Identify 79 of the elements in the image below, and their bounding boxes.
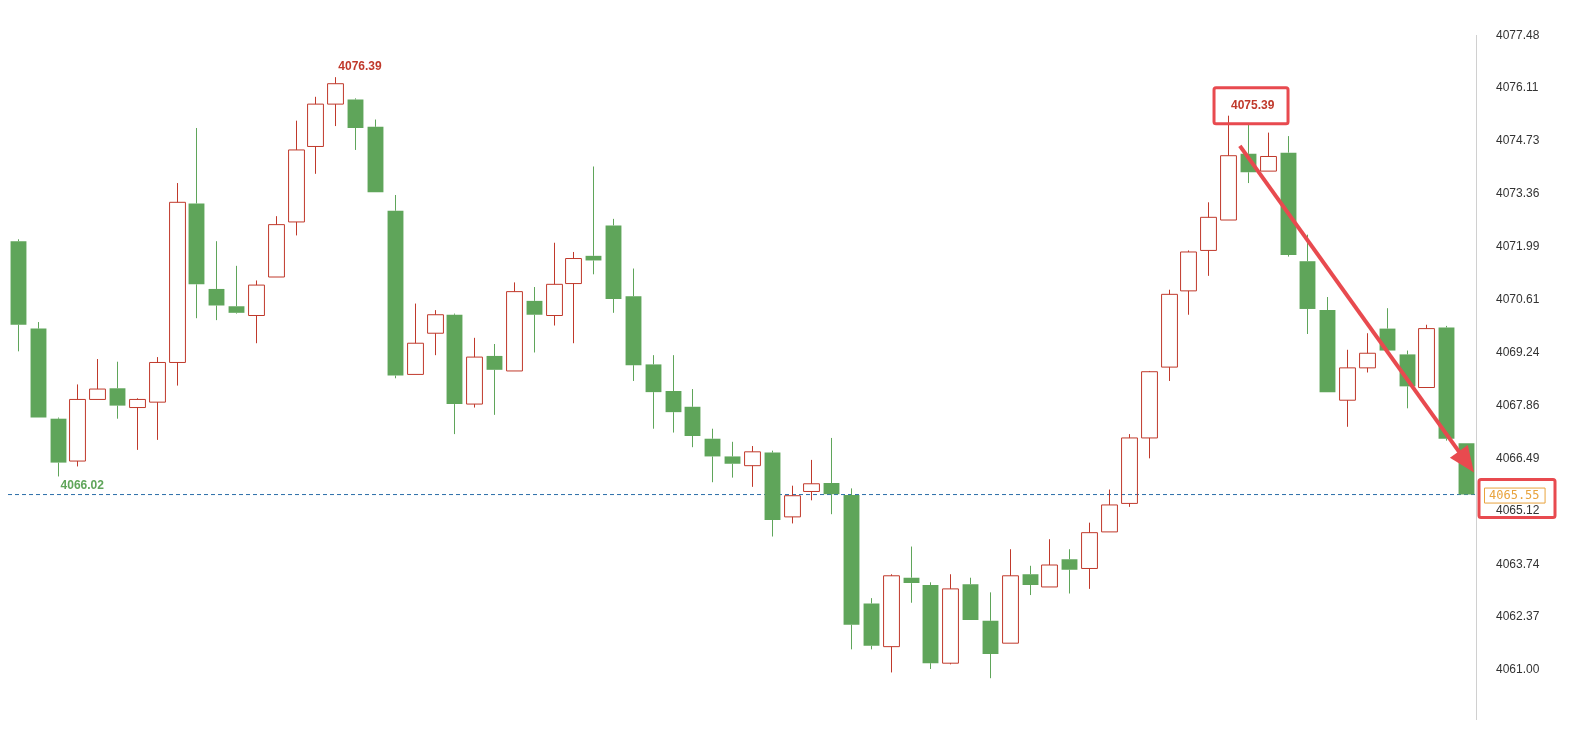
annotation: 4075.39: [1231, 97, 1275, 112]
candlestick: [1081, 522, 1098, 590]
candlestick: [466, 337, 483, 409]
candlestick: [1438, 325, 1455, 442]
candlestick: [883, 573, 900, 673]
y-tick-label: 4076.11: [1496, 80, 1539, 95]
candlestick: [645, 354, 662, 430]
candlestick: [288, 120, 305, 236]
candlestick: [268, 215, 285, 278]
candlestick: [387, 194, 404, 379]
candlestick: [506, 281, 523, 372]
candlestick: [149, 356, 166, 441]
y-tick-label: 4073.36: [1496, 186, 1540, 201]
candlestick: [605, 218, 622, 314]
y-tick-label: 4069.24: [1496, 344, 1540, 359]
annotation: 4076.39: [338, 59, 383, 74]
y-tick-label: 4071.99: [1496, 238, 1540, 253]
candlestick: [129, 398, 146, 451]
y-tick-label: 4061.00: [1496, 662, 1540, 677]
candlestick: [327, 76, 344, 127]
candlestick: [1022, 565, 1039, 596]
candlestick: [1359, 332, 1376, 373]
candlestick: [69, 383, 86, 467]
candlestick: [50, 418, 67, 477]
candlestick: [1299, 234, 1316, 335]
y-tick-label: 4077.48: [1496, 27, 1540, 42]
candlestick: [188, 127, 205, 319]
candlestick: [208, 240, 225, 321]
y-tick-label: 4066.49: [1496, 450, 1540, 465]
candlestick: [1002, 548, 1019, 644]
candlestick: [823, 437, 840, 515]
candlestick: [248, 279, 265, 344]
candlestick: [863, 597, 880, 650]
candlestick: [169, 182, 186, 387]
candlestick: [665, 354, 682, 434]
candlestick: [367, 119, 384, 193]
candlestick: [803, 459, 820, 501]
candlestick: [10, 238, 27, 352]
candlestick: [1260, 132, 1277, 172]
candlestick: [1141, 371, 1158, 459]
candlestick: [1319, 296, 1336, 393]
candlestick: [1041, 538, 1058, 588]
candlestick: [307, 96, 324, 175]
candlestick: [843, 487, 860, 650]
candlestick: [89, 358, 106, 400]
candlestick: [764, 450, 781, 538]
candlestick: [486, 343, 503, 416]
candlestick: [1061, 548, 1078, 595]
ref-line-label: 4065.55: [1489, 487, 1540, 502]
candlestick: [1220, 115, 1237, 221]
y-tick-label: 4070.61: [1496, 292, 1540, 307]
y-tick-label: 4065.12: [1496, 503, 1540, 518]
candlestick: [982, 591, 999, 679]
candlestick: [30, 321, 47, 418]
candlestick: [1180, 249, 1197, 316]
y-tick-label: 4074.73: [1496, 133, 1540, 148]
candlestick: [704, 428, 721, 483]
candlestick: [744, 445, 761, 488]
y-tick-label: 4063.74: [1496, 556, 1540, 571]
candlestick: [565, 251, 582, 344]
candlestick: [625, 268, 642, 382]
candlestick: [546, 242, 563, 327]
candlestick: [407, 303, 424, 375]
candlestick: [724, 441, 741, 479]
candlestick: [1161, 289, 1178, 382]
candlestick: [228, 265, 245, 313]
candlestick: [922, 581, 939, 670]
candlestick: [347, 99, 364, 151]
candlestick: [1339, 349, 1356, 428]
candlestick: [427, 309, 444, 356]
candlestick: [446, 314, 463, 435]
y-tick-label: 4067.86: [1496, 397, 1540, 412]
candlestick: [1101, 489, 1118, 533]
annotation: 4066.02: [60, 477, 105, 492]
candlestick: [109, 361, 126, 420]
candlestick: [684, 388, 701, 448]
candlestick: [1200, 201, 1217, 277]
candlestick: [526, 286, 543, 353]
y-tick-label: 4062.37: [1496, 609, 1540, 624]
